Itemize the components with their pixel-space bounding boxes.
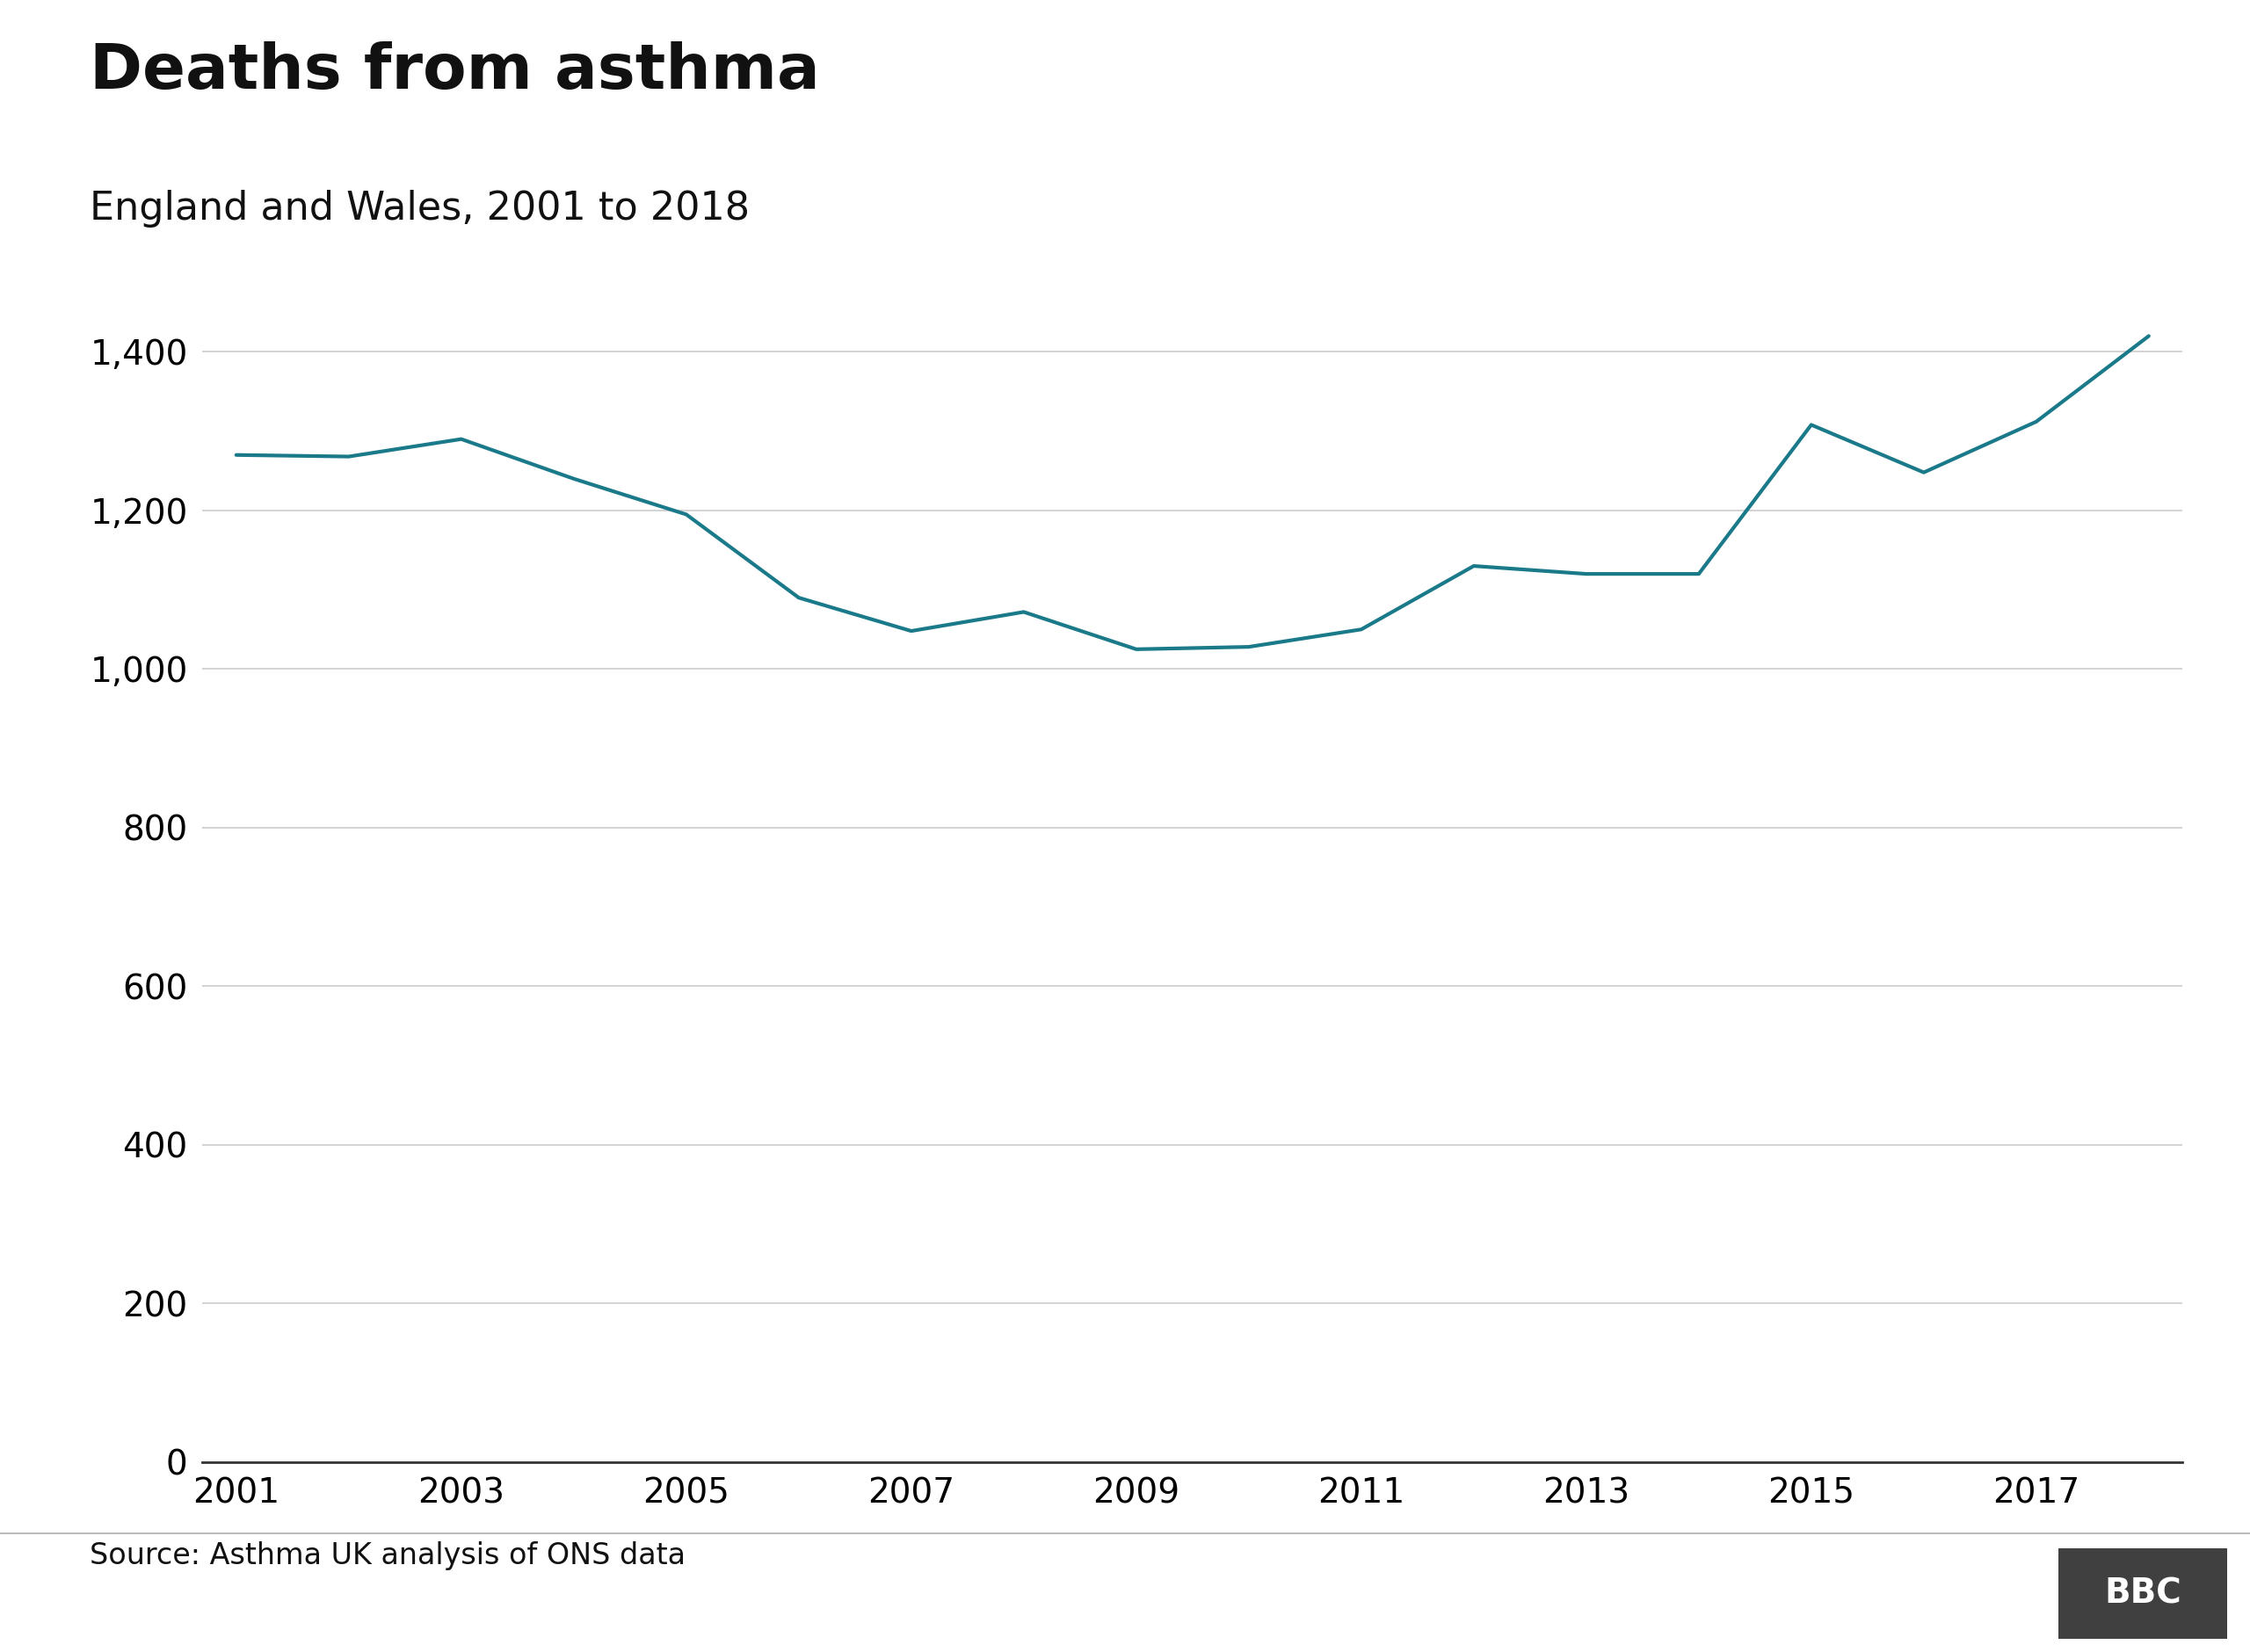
- Text: England and Wales, 2001 to 2018: England and Wales, 2001 to 2018: [90, 190, 749, 228]
- Text: BBC: BBC: [2104, 1576, 2183, 1611]
- Text: Source: Asthma UK analysis of ONS data: Source: Asthma UK analysis of ONS data: [90, 1541, 686, 1571]
- Text: Deaths from asthma: Deaths from asthma: [90, 41, 821, 102]
